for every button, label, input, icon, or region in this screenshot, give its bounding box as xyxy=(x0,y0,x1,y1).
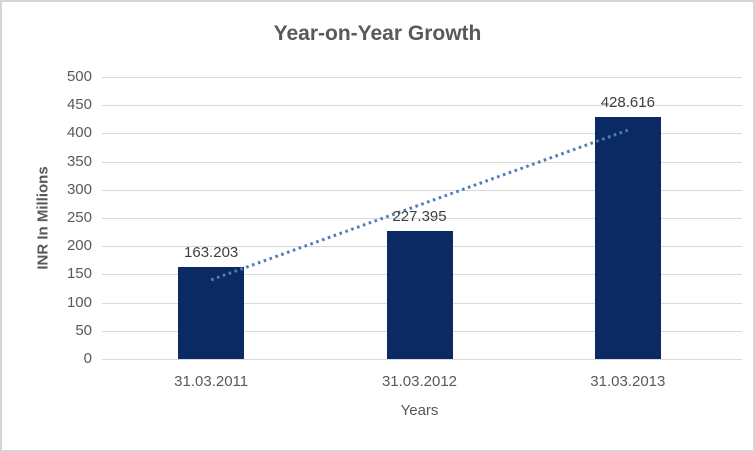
gridline xyxy=(102,358,742,360)
y-tick-label: 400 xyxy=(66,124,92,142)
x-tick-label: 31.03.2012 xyxy=(381,373,458,390)
y-tick-label: 450 xyxy=(66,96,92,114)
x-axis-title: Years xyxy=(400,402,439,419)
chart-title: Year-on-Year Growth xyxy=(273,22,482,45)
y-tick-label: 0 xyxy=(83,350,92,367)
y-tick-label: 250 xyxy=(66,209,92,226)
gridline xyxy=(102,76,742,78)
y-tick-label: 200 xyxy=(66,237,92,255)
y-tick-label: 300 xyxy=(66,180,92,198)
y-tick-label: 50 xyxy=(75,321,92,339)
x-tick-label: 31.03.2013 xyxy=(590,373,666,390)
data-label: 227.395 xyxy=(392,207,447,225)
y-tick-label: 150 xyxy=(66,265,92,283)
x-tick-label: 31.03.2011 xyxy=(174,373,249,390)
bar xyxy=(178,266,245,359)
data-label: 163.203 xyxy=(184,243,239,261)
gridline xyxy=(102,104,742,106)
y-tick-label: 500 xyxy=(66,68,92,85)
data-label: 428.616 xyxy=(600,94,655,112)
y-tick-label: 100 xyxy=(66,293,92,311)
y-tick-label: 350 xyxy=(66,152,92,170)
